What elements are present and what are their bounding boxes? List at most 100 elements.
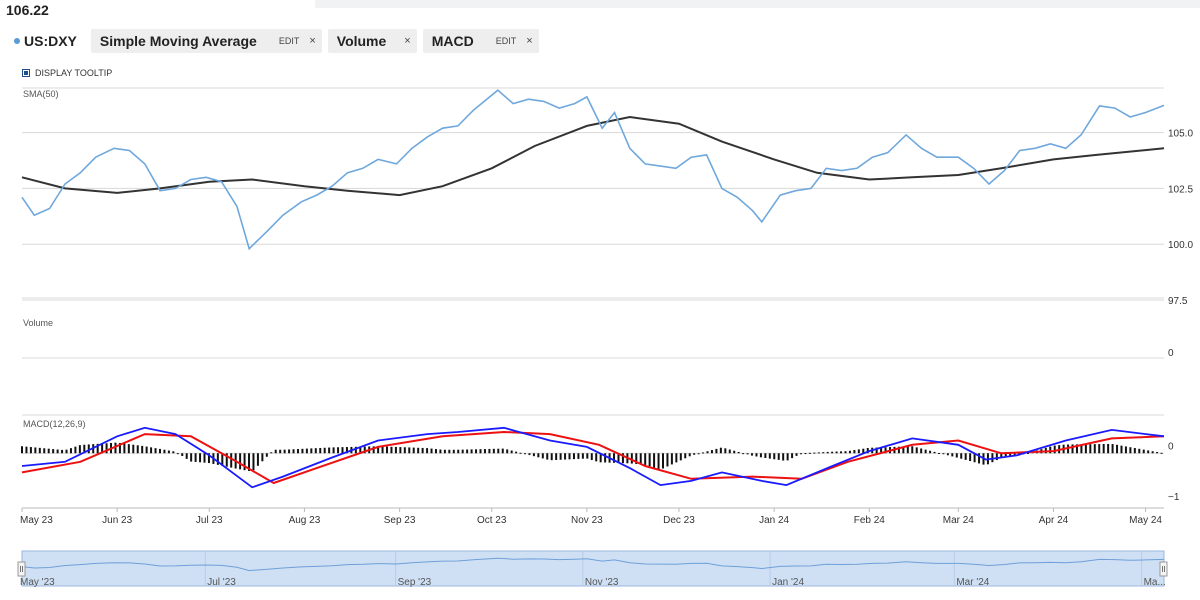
macd-histogram-bar <box>590 453 593 461</box>
macd-histogram-bar <box>559 453 562 460</box>
macd-histogram-bar <box>426 448 429 454</box>
display-tooltip-toggle[interactable]: DISPLAY TOOLTIP <box>22 68 112 78</box>
macd-histogram-bar <box>661 453 664 469</box>
macd-histogram-bar <box>604 453 607 463</box>
navigator-left-handle[interactable] <box>17 561 26 577</box>
macd-histogram-bar <box>960 453 963 459</box>
macd-histogram-bar <box>1049 446 1052 454</box>
macd-histogram-bar <box>239 453 242 470</box>
macd-histogram-bar <box>345 447 348 454</box>
close-icon[interactable]: × <box>309 35 316 47</box>
macd-tick-label: 0 <box>1168 441 1174 452</box>
macd-histogram-bar <box>488 448 491 454</box>
macd-histogram-bar <box>799 453 802 455</box>
macd-histogram-bar <box>1027 452 1030 454</box>
macd-histogram-bar <box>65 449 68 454</box>
macd-histogram-bar <box>599 453 602 463</box>
macd-histogram-bar <box>417 447 420 454</box>
macd-histogram-bar <box>937 453 940 455</box>
navigator-label: Jan '24 <box>772 577 804 588</box>
macd-histogram-bar <box>679 453 682 461</box>
macd-histogram-bar <box>265 453 268 457</box>
macd-histogram-bar <box>230 453 233 468</box>
macd-histogram-bar <box>697 453 700 455</box>
edit-button[interactable]: EDIT <box>495 36 517 46</box>
macd-tick-label: −1 <box>1168 492 1180 503</box>
macd-histogram-bar <box>973 453 976 463</box>
macd-histogram-bar <box>475 449 478 454</box>
macd-histogram-bar <box>777 453 780 460</box>
macd-histogram-bar <box>764 453 767 458</box>
checkbox-checked-icon[interactable] <box>22 69 30 77</box>
macd-histogram-bar <box>167 450 170 454</box>
macd-histogram-bar <box>915 447 918 454</box>
macd-histogram-bar <box>386 446 389 454</box>
macd-histogram-bar <box>1098 444 1101 454</box>
macd-histogram-bar <box>501 448 504 454</box>
macd-histogram-bar <box>1116 444 1119 454</box>
volume-tick-label: 0 <box>1168 348 1174 359</box>
x-tick-label: May 23 <box>20 515 53 526</box>
macd-histogram-bar <box>510 450 513 454</box>
indicator-chip-sma[interactable]: Simple Moving Average EDIT × <box>90 29 322 53</box>
navigator-right-handle[interactable] <box>1159 561 1168 577</box>
macd-histogram-bar <box>154 448 157 454</box>
macd-histogram-bar <box>835 451 838 454</box>
macd-histogram-bar <box>377 446 380 454</box>
x-tick-label: Apr 24 <box>1039 515 1069 526</box>
macd-histogram-bar <box>38 447 41 454</box>
price-tick-label: 105.0 <box>1168 129 1193 140</box>
macd-histogram-bar <box>831 451 834 454</box>
macd-histogram-bar <box>194 453 197 462</box>
macd-histogram-bar <box>724 448 727 454</box>
macd-histogram-bar <box>715 448 718 454</box>
macd-histogram-bar <box>421 447 424 454</box>
macd-histogram-bar <box>1009 453 1012 457</box>
macd-histogram-bar <box>884 447 887 454</box>
macd-histogram-bar <box>1120 445 1123 454</box>
close-icon[interactable]: × <box>526 35 533 47</box>
macd-panel-label: MACD(12,26,9) <box>23 419 86 429</box>
macd-histogram-bar <box>826 451 829 454</box>
axis-layer: 97.5 100.0 102.5 105.0 0 0 −1 May 23 Jun 23 Jul 2… <box>20 129 1193 526</box>
macd-histogram-bar <box>1084 444 1087 454</box>
indicator-chip-macd[interactable]: MACD EDIT × <box>422 29 539 53</box>
macd-histogram-bar <box>430 448 433 454</box>
macd-histogram-bar <box>555 453 558 460</box>
macd-histogram-bar <box>848 450 851 454</box>
edit-button[interactable]: EDIT <box>278 36 300 46</box>
navigator-label: Mar '24 <box>956 577 989 588</box>
macd-histogram-bar <box>577 453 580 459</box>
ticker-legend[interactable]: US:DXY <box>14 33 77 49</box>
macd-histogram-bar <box>546 453 549 460</box>
indicator-name: Volume <box>336 33 387 49</box>
macd-histogram-bar <box>372 446 375 454</box>
display-tooltip-label: DISPLAY TOOLTIP <box>35 68 113 78</box>
macd-histogram-bar <box>114 442 117 454</box>
macd-histogram-bar <box>25 446 28 454</box>
macd-histogram-bar <box>1102 444 1105 454</box>
macd-histogram-bar <box>163 449 166 454</box>
macd-histogram-bar <box>1147 450 1150 454</box>
macd-histogram-bar <box>403 447 406 454</box>
x-tick-label: Jan 24 <box>759 515 789 526</box>
macd-histogram-bar <box>813 452 816 454</box>
indicator-chip-volume[interactable]: Volume × <box>327 29 417 53</box>
macd-histogram-bar <box>617 453 620 463</box>
macd-histogram-bar <box>773 453 776 460</box>
macd-histogram-bar <box>439 449 442 454</box>
macd-histogram-bar <box>693 453 696 455</box>
macd-histogram-bar <box>621 453 624 464</box>
indicator-name: MACD <box>431 33 474 49</box>
macd-histogram-bar <box>532 453 535 457</box>
macd-histogram-bar <box>1124 446 1127 454</box>
macd-histogram-bar <box>564 453 567 460</box>
macd-histogram-bar <box>853 450 856 454</box>
macd-histogram-bar <box>653 453 656 468</box>
close-icon[interactable]: × <box>404 35 411 47</box>
macd-histogram-bar <box>301 448 304 454</box>
macd-histogram-bar <box>630 453 633 464</box>
macd-histogram-bar <box>768 453 771 459</box>
x-tick-label: Jun 23 <box>102 515 132 526</box>
